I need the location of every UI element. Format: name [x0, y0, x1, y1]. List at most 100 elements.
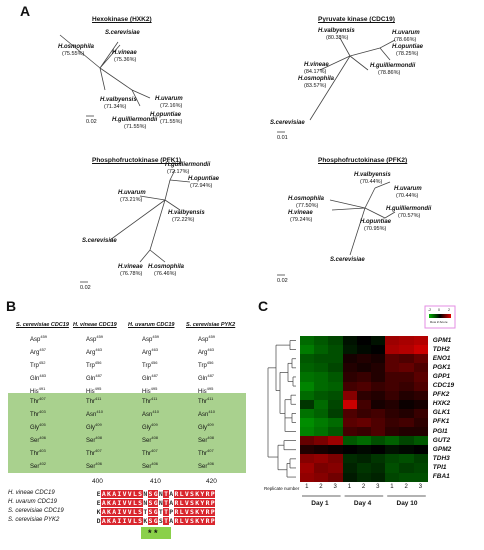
legend-label: Row Z-Score [430, 320, 448, 324]
binding-site-highlight [8, 393, 246, 473]
panel-c-letter: C [258, 298, 269, 314]
taxon-percent: (76.46%) [154, 271, 177, 277]
alignment-residue: Y [199, 499, 205, 507]
gene-label: GUT2 [432, 436, 451, 444]
heatmap-cell [356, 363, 372, 373]
residue-cell: Gln487 [86, 373, 103, 382]
heatmap-cell [328, 454, 343, 464]
heatmap-cell [385, 408, 400, 419]
taxon-percent: (78.66%) [394, 37, 417, 43]
residue-number: 495 [206, 386, 214, 391]
residue-cell: Gln487 [198, 373, 215, 382]
residue-cell: Thr411 [142, 396, 158, 405]
alignment-residue: G [153, 490, 159, 498]
alignment-residue: P [169, 508, 174, 516]
alignment-residue: I [116, 490, 122, 498]
residue-cell: Gly409 [86, 422, 102, 431]
residue-cell: Trp452 [30, 360, 46, 369]
heatmap-cell [328, 354, 343, 364]
alignment-residue: K [194, 490, 200, 498]
heatmap-cell [300, 445, 315, 455]
alignment-residue: S [189, 508, 195, 516]
alignment-residue: Y [199, 517, 205, 525]
heatmap-cell [385, 399, 400, 410]
residue-number: 487 [95, 373, 103, 378]
heatmap-cell [314, 354, 329, 364]
alignment-residue: R [173, 499, 179, 507]
residue-number: 487 [207, 373, 215, 378]
alignment-residue: A [111, 499, 117, 507]
alignment-residue: A [101, 517, 107, 525]
heatmap-cell [356, 381, 372, 391]
heatmap-cell [399, 390, 414, 400]
taxon-label: S.cerevisiae [270, 120, 305, 126]
residue-number: 491 [38, 386, 46, 391]
heatmap-cell [356, 436, 372, 446]
heatmap-cell [342, 454, 358, 464]
heatmap-cell [371, 390, 386, 400]
residue-cell: Ser406 [198, 461, 215, 470]
replicate-number: 1 [305, 484, 309, 490]
residue-cell: Gln483 [30, 373, 47, 382]
heatmap-cell [342, 345, 358, 355]
alignment-residue: V [127, 517, 133, 525]
residue-cell: Asp459 [86, 334, 104, 343]
heatmap-cell [300, 345, 315, 355]
residue-number: 411 [207, 396, 214, 401]
replicate-number: 2 [404, 484, 408, 490]
heatmap-cell [371, 381, 386, 391]
heatmap-cell [342, 399, 358, 410]
residue-cell: Thr407 [198, 448, 214, 457]
alignment-residue: S [147, 517, 154, 525]
heatmap-cell [300, 408, 315, 419]
replicate-number: 1 [347, 484, 352, 490]
heatmap-cell [413, 472, 429, 482]
heatmap-cell [328, 436, 343, 446]
heatmap-cell [328, 427, 343, 437]
heatmap-cell [356, 417, 372, 428]
residue-cell: Ser406 [30, 435, 47, 444]
heatmap-cell [314, 372, 329, 382]
taxon-label: H.opuntiae [188, 176, 219, 182]
alignment-residue: T [163, 499, 169, 507]
alignment-sequence-name: S. cerevisiae PYK2 [8, 517, 60, 523]
residue-number: 463 [95, 347, 103, 352]
heatmap-cell [356, 463, 372, 473]
tree-title-pfk1: Phosphofructokinase (PFK1) [92, 157, 182, 164]
taxon-label: H.valbyensis [354, 172, 391, 178]
heatmap-cell [342, 354, 358, 364]
alignment-residue: E [96, 499, 101, 507]
taxon-label: H.valbyensis [100, 97, 137, 103]
alignment-residue: P [210, 490, 216, 498]
taxon-label: H.valbyensis [318, 28, 355, 34]
taxon-percent: (71.55%) [124, 124, 147, 130]
taxon-label: H.guilliermondii [112, 117, 158, 123]
taxon-label: H.guilliermondii [386, 206, 432, 212]
residue-number: 410 [152, 409, 160, 414]
alignment-residue: S [137, 490, 143, 498]
alignment-residue: P [210, 499, 216, 507]
heatmap-cell [371, 336, 386, 346]
alignment-residue: R [173, 490, 179, 498]
taxon-percent: (78.25%) [396, 51, 419, 57]
residue-number: 456 [150, 360, 158, 365]
alignment-residue: T [163, 490, 169, 498]
alignment-residue: I [116, 508, 122, 516]
gene-label: GLK1 [432, 409, 451, 417]
residue-cell: Gly409 [198, 422, 214, 431]
residue-number: 408 [151, 435, 159, 440]
heatmap-cell [300, 363, 315, 373]
alignment-residue: P [210, 508, 216, 516]
alignment-residue: V [184, 508, 190, 516]
heatmap-cell [371, 436, 386, 446]
heatmap-cell [385, 454, 400, 464]
heatmap-cell [385, 336, 400, 346]
heatmap-cell [342, 363, 358, 373]
residue-number: 403 [39, 448, 46, 453]
legend-tick: 0 [438, 308, 440, 312]
heatmap-cell [399, 463, 414, 473]
scale-bar-label: 0.02 [277, 278, 288, 284]
heatmap-cell [356, 336, 372, 346]
